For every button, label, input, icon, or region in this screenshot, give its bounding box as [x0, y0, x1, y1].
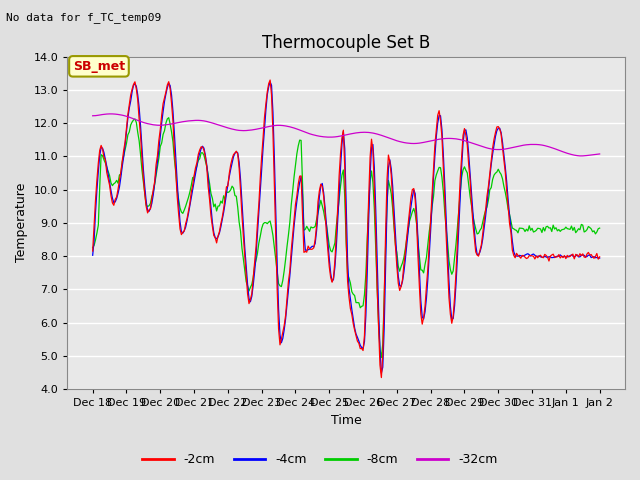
- Title: Thermocouple Set B: Thermocouple Set B: [262, 34, 430, 52]
- Y-axis label: Temperature: Temperature: [15, 183, 28, 263]
- Text: SB_met: SB_met: [73, 60, 125, 73]
- Legend: -2cm, -4cm, -8cm, -32cm: -2cm, -4cm, -8cm, -32cm: [138, 448, 502, 471]
- Text: No data for f_TC_temp09: No data for f_TC_temp09: [6, 12, 162, 23]
- X-axis label: Time: Time: [331, 414, 362, 427]
